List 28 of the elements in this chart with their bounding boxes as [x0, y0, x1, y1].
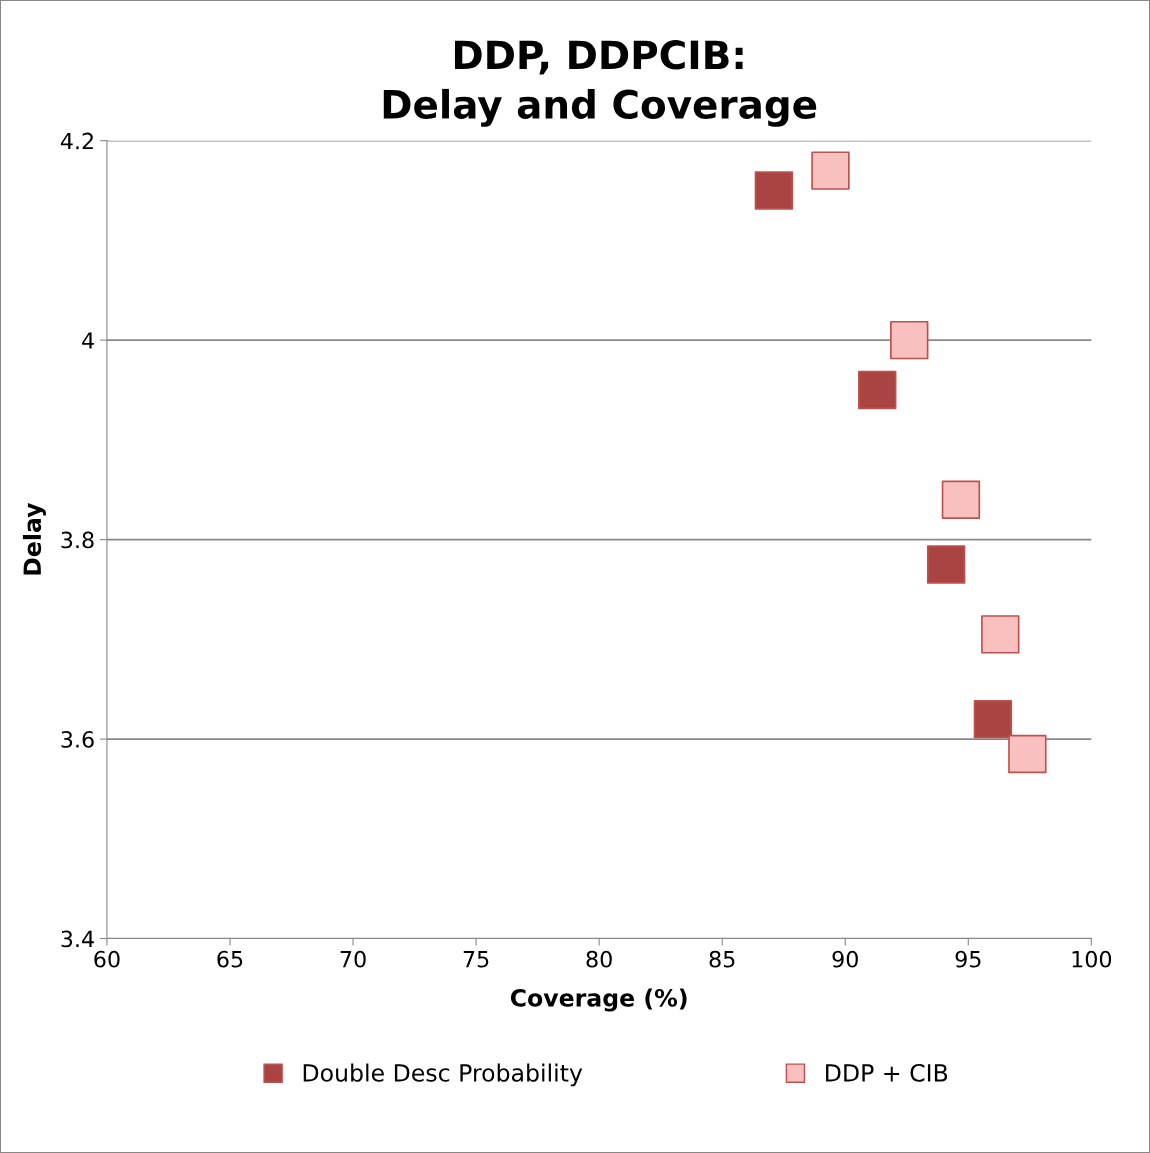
x-tick-label: 85 [709, 950, 735, 968]
y-tick-label: 4 [82, 332, 94, 349]
point [1008, 734, 1047, 774]
legend-label: DDP + CIB [826, 1063, 948, 1082]
x-tick-label: 75 [463, 951, 489, 968]
point [858, 370, 897, 410]
point [973, 699, 1013, 739]
chart-title: DDP, DDPCIB: Delay and Coverage [383, 40, 817, 127]
x-tick-label: 65 [217, 950, 243, 968]
x-axis-title: Coverage (%) [510, 988, 687, 1012]
point [811, 151, 850, 190]
point [941, 480, 981, 519]
y-tick-label: 3.8 [61, 531, 94, 549]
y-axis-title: Delay [22, 502, 46, 575]
x-tick-label: 80 [586, 950, 612, 968]
y-tick-label: 4.2 [60, 132, 93, 150]
point [926, 545, 966, 584]
x-tick-label: 70 [340, 950, 366, 968]
legend-label: Double Desc Probability [303, 1063, 583, 1087]
x-tick-label: 60 [94, 950, 120, 968]
x-tick-label: 95 [955, 950, 981, 968]
point [890, 320, 929, 360]
x-tick-label: 100 [1072, 950, 1112, 968]
x-tick-label: 90 [832, 950, 858, 968]
y-tick-label: 3.6 [61, 731, 94, 748]
point [981, 615, 1020, 654]
y-tick-label: 3.4 [61, 930, 94, 948]
point [754, 171, 794, 210]
